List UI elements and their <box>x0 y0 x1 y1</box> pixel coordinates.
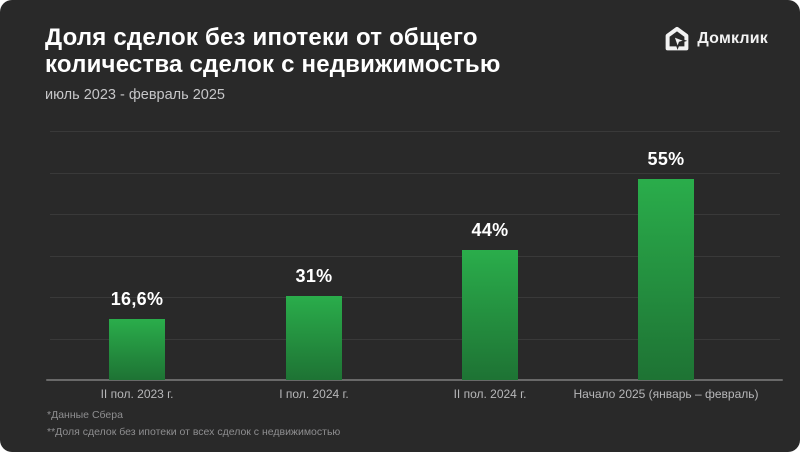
bar <box>286 296 342 380</box>
domclick-logo: Домклик <box>664 26 768 52</box>
bar-value-label: 31% <box>295 266 333 286</box>
gridline <box>50 256 780 257</box>
bar-value-label: 44% <box>471 220 509 240</box>
bar-value-label: 55% <box>647 149 685 169</box>
gridline <box>50 339 780 340</box>
chart-title-line1: Доля сделок без ипотеки от общего <box>45 24 478 51</box>
bar-column: 44% <box>462 220 518 380</box>
x-axis-label: I пол. 2024 г. <box>279 387 349 401</box>
x-axis-line <box>46 379 783 381</box>
gridline <box>50 131 780 132</box>
domclick-house-icon <box>664 26 690 52</box>
chart-title-line2: количества сделок с недвижимостью <box>45 51 501 78</box>
bar-value-label: 16,6% <box>110 289 164 309</box>
gridline <box>50 297 780 298</box>
bar <box>109 319 165 380</box>
bar-column: 31% <box>286 266 342 380</box>
bar <box>638 179 694 380</box>
x-axis-label: Начало 2025 (январь – февраль) <box>573 387 759 401</box>
x-axis-label: II пол. 2024 г. <box>453 387 527 401</box>
x-axis-label: II пол. 2023 г. <box>100 387 174 401</box>
footnote-definition: **Доля сделок без ипотеки от всех сделок… <box>47 426 341 438</box>
footnotes: *Данные Сбера **Доля сделок без ипотеки … <box>47 407 340 441</box>
plot-area: 16,6% 31% 44% 55% <box>46 131 783 381</box>
chart-period-subtitle: июль 2023 - февраль 2025 <box>45 87 225 103</box>
chart-header: Доля сделок без ипотеки от общего количе… <box>45 24 501 103</box>
gridline <box>50 173 780 174</box>
gridline <box>50 214 780 215</box>
bar-column: 16,6% <box>109 289 165 380</box>
chart-title: Доля сделок без ипотеки от общего количе… <box>45 24 501 78</box>
brand-name: Домклик <box>697 30 768 47</box>
footnote-source: *Данные Сбера <box>47 409 123 421</box>
bar-column: 55% <box>638 149 694 380</box>
x-axis-labels: II пол. 2023 г. I пол. 2024 г. II пол. 202… <box>50 387 783 403</box>
bar <box>462 250 518 380</box>
